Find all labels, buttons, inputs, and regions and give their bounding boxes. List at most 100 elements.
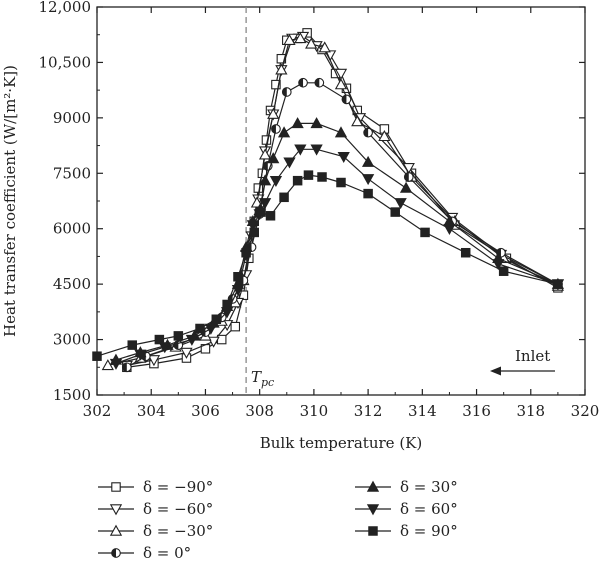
data-point (158, 342, 171, 354)
data-point (460, 247, 471, 258)
data-point (147, 355, 161, 367)
data-point (204, 323, 218, 335)
x-axis-label: Bulk temperature (K) (260, 434, 422, 452)
legend-entry: δ = 90° (355, 522, 458, 540)
y-tick-label: 12,000 (39, 0, 92, 16)
data-point (334, 68, 348, 80)
data-point (92, 351, 102, 361)
data-point (294, 144, 307, 156)
data-point (310, 144, 323, 156)
data-point (258, 198, 272, 210)
legend: δ = −90° δ = −60° δ = −30° δ = 0° δ = 30° δ =… (98, 478, 458, 562)
legend-marker (366, 504, 380, 516)
data-point (211, 314, 222, 324)
data-point (265, 211, 276, 221)
legend-label: δ = −30° (143, 522, 213, 540)
data-point (134, 349, 147, 361)
y-axis-label: Heat transfer coefficient (W/[m²·K]) (1, 65, 19, 337)
marker-circle-fill (404, 172, 409, 182)
plot-frame (96, 6, 586, 396)
data-point (553, 279, 563, 289)
legend-label: δ = 90° (400, 522, 458, 540)
inlet-arrow (490, 366, 555, 376)
series-5 (109, 144, 565, 370)
data-point (337, 151, 350, 163)
data-point (275, 63, 288, 75)
data-point (258, 174, 272, 186)
data-point (271, 124, 281, 134)
data-point (310, 117, 323, 129)
y-tick-label: 3000 (53, 331, 91, 349)
data-point (258, 148, 272, 160)
data-point (378, 130, 391, 142)
legend-marker (111, 482, 121, 492)
marker-circle-fill (298, 78, 304, 88)
y-tick-label: 4500 (53, 275, 91, 293)
data-point (101, 359, 114, 371)
data-point (314, 77, 325, 88)
data-point (281, 87, 292, 97)
data-point (303, 170, 314, 180)
marker-circle-fill (342, 95, 347, 104)
data-point (246, 220, 260, 232)
data-point (241, 247, 251, 258)
data-point (390, 207, 400, 217)
x-tick-label: 318 (516, 402, 545, 420)
y-tick-label: 10,500 (39, 53, 92, 71)
data-point (230, 321, 241, 332)
data-point (121, 362, 132, 373)
data-point (283, 33, 296, 45)
series-line (126, 82, 559, 368)
x-tick-label: 302 (83, 402, 112, 420)
data-point (318, 41, 331, 53)
series-line (107, 37, 559, 366)
legend-label: δ = 0° (143, 544, 191, 562)
data-point (180, 347, 193, 359)
x-tick-label: 316 (462, 402, 491, 420)
legend-marker (368, 526, 378, 536)
legend-marker (109, 504, 123, 516)
data-point (195, 323, 205, 334)
marker-circle-fill (263, 161, 268, 171)
x-tick-label: 308 (245, 402, 274, 420)
data-point (298, 77, 308, 88)
marker-circle-fill (122, 362, 127, 372)
marker-circle-fill (315, 78, 320, 88)
data-point (271, 79, 281, 90)
x-tick-label: 320 (571, 402, 600, 420)
x-tick-label: 304 (137, 402, 166, 420)
data-point (279, 192, 289, 203)
data-point (317, 172, 327, 182)
data-point (173, 331, 184, 341)
tpc-annotation: Tpc (251, 368, 274, 389)
marker-circle-fill (111, 548, 116, 558)
y-tick-label: 6000 (53, 220, 91, 238)
axis-ticks: 302 304 306 308 310 312 314 316 318 320 1500 3000 45… (39, 0, 600, 420)
data-point (294, 32, 307, 44)
tpc-annotation-subscript: pc (261, 376, 274, 389)
legend-entry: δ = −90° (98, 478, 213, 496)
y-tick-label: 1500 (53, 386, 91, 404)
marker-circle-fill (363, 128, 369, 137)
data-point (231, 284, 245, 297)
data-point (403, 172, 414, 182)
data-point (394, 198, 407, 210)
data-point (305, 37, 318, 49)
legend-entry: δ = 0° (98, 544, 191, 562)
data-point (492, 259, 505, 271)
series-2 (101, 32, 565, 371)
data-point (498, 266, 509, 276)
data-point (341, 94, 352, 105)
legend-marker (109, 524, 123, 536)
x-tick-label: 310 (300, 402, 329, 420)
legend-marker (111, 548, 121, 558)
series-3 (121, 77, 563, 373)
legend-marker (366, 480, 380, 492)
legend-entry: δ = −30° (98, 522, 213, 540)
legend-label: δ = 60° (400, 500, 458, 518)
data-point (283, 157, 296, 169)
data-point (267, 152, 280, 164)
data-point (256, 207, 266, 217)
